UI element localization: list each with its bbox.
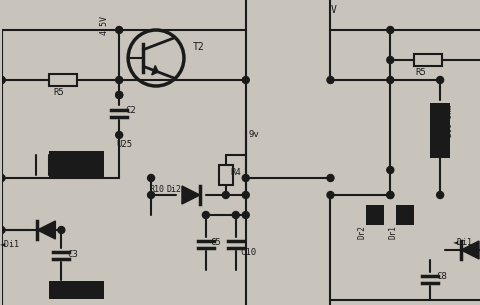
Circle shape: [116, 27, 123, 34]
Circle shape: [242, 77, 249, 84]
Circle shape: [147, 174, 155, 181]
Circle shape: [147, 192, 155, 199]
Text: T2: T2: [193, 42, 204, 52]
Text: 200 Ohm: 200 Ohm: [445, 105, 454, 137]
Text: ◄Di1: ◄Di1: [453, 238, 473, 247]
Circle shape: [232, 211, 239, 218]
Circle shape: [0, 174, 5, 181]
Bar: [49, 151, 104, 179]
Polygon shape: [37, 221, 55, 239]
Text: U26: U26: [66, 282, 83, 291]
Circle shape: [327, 174, 334, 181]
Polygon shape: [461, 241, 479, 259]
Circle shape: [203, 211, 209, 218]
Circle shape: [242, 192, 249, 199]
Circle shape: [242, 174, 249, 181]
Polygon shape: [152, 66, 158, 75]
Circle shape: [58, 227, 65, 234]
Bar: [49, 281, 104, 299]
Circle shape: [327, 192, 334, 199]
Text: Dr2: Dr2: [358, 225, 367, 239]
Bar: [49, 74, 77, 86]
Text: R4: R4: [231, 168, 241, 177]
Circle shape: [116, 77, 123, 84]
Bar: [366, 205, 384, 225]
Circle shape: [116, 92, 123, 99]
Text: 4.5V: 4.5V: [100, 15, 108, 35]
Circle shape: [0, 77, 5, 84]
Text: Di2: Di2: [166, 185, 181, 194]
Text: C10: C10: [241, 248, 257, 257]
Polygon shape: [182, 186, 200, 204]
Text: C2: C2: [125, 106, 136, 115]
Bar: [219, 165, 233, 185]
Circle shape: [327, 77, 334, 84]
Circle shape: [437, 192, 444, 199]
Bar: [430, 102, 450, 157]
Circle shape: [387, 192, 394, 199]
Text: Dr1: Dr1: [389, 225, 398, 239]
Circle shape: [116, 92, 123, 99]
Circle shape: [116, 131, 123, 138]
Circle shape: [387, 192, 394, 199]
Circle shape: [437, 77, 444, 84]
Text: U25: U25: [116, 140, 132, 149]
Circle shape: [387, 56, 394, 63]
Bar: [396, 205, 414, 225]
Text: R5: R5: [415, 68, 426, 77]
Text: ◄Di1: ◄Di1: [0, 240, 20, 249]
Text: R10: R10: [149, 185, 164, 194]
Circle shape: [387, 167, 394, 174]
Circle shape: [387, 27, 394, 34]
Circle shape: [387, 77, 394, 84]
Circle shape: [0, 227, 5, 234]
Text: V: V: [331, 5, 336, 15]
Bar: [414, 54, 442, 66]
Text: 9v: 9v: [249, 130, 260, 139]
Circle shape: [242, 211, 249, 218]
Text: C3: C3: [67, 250, 78, 259]
Text: C8: C8: [436, 272, 447, 281]
Circle shape: [222, 192, 229, 199]
Circle shape: [0, 77, 5, 84]
Text: C5: C5: [211, 238, 222, 247]
Text: R5: R5: [53, 88, 64, 97]
